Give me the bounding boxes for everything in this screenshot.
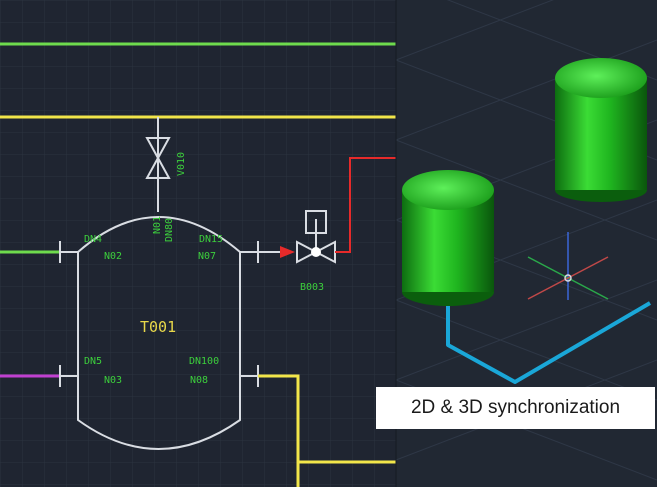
nozzle-no-right-upper: N07 (198, 251, 216, 262)
nozzle-top-no: N01 (152, 216, 163, 234)
tank-tag: T001 (140, 318, 176, 336)
ucs-cursor-icon (527, 232, 609, 300)
manual-valve-v010[interactable] (145, 137, 171, 179)
valve-tag-v010: V010 (176, 152, 187, 176)
nozzle-no-left-lower: N03 (104, 375, 122, 386)
nozzle-dn-left-upper: DN4 (84, 234, 102, 245)
tank-t001-outline (77, 216, 241, 450)
valve-tag-b003: B003 (300, 282, 324, 293)
cyan-3d-pipe (446, 301, 652, 384)
tank-3d-rear[interactable] (555, 58, 647, 202)
caption-banner: 2D & 3D synchronization (376, 387, 655, 429)
caption-text: 2D & 3D synchronization (410, 397, 621, 418)
yellow-outlet-pipe (258, 374, 300, 487)
nozzle-dn-right-lower: DN100 (189, 356, 219, 367)
nozzle-no-right-lower: N08 (190, 375, 208, 386)
nozzle-dn-left-lower: DN5 (84, 356, 102, 367)
tank-3d-front[interactable] (402, 170, 494, 306)
red-process-line (335, 157, 396, 253)
nozzle-top-dn: DN80 (164, 218, 175, 242)
nozzle-dn-right-upper: DN15 (199, 234, 223, 245)
pid-2d-panel (0, 0, 396, 487)
nozzle-no-left-upper: N02 (104, 251, 122, 262)
